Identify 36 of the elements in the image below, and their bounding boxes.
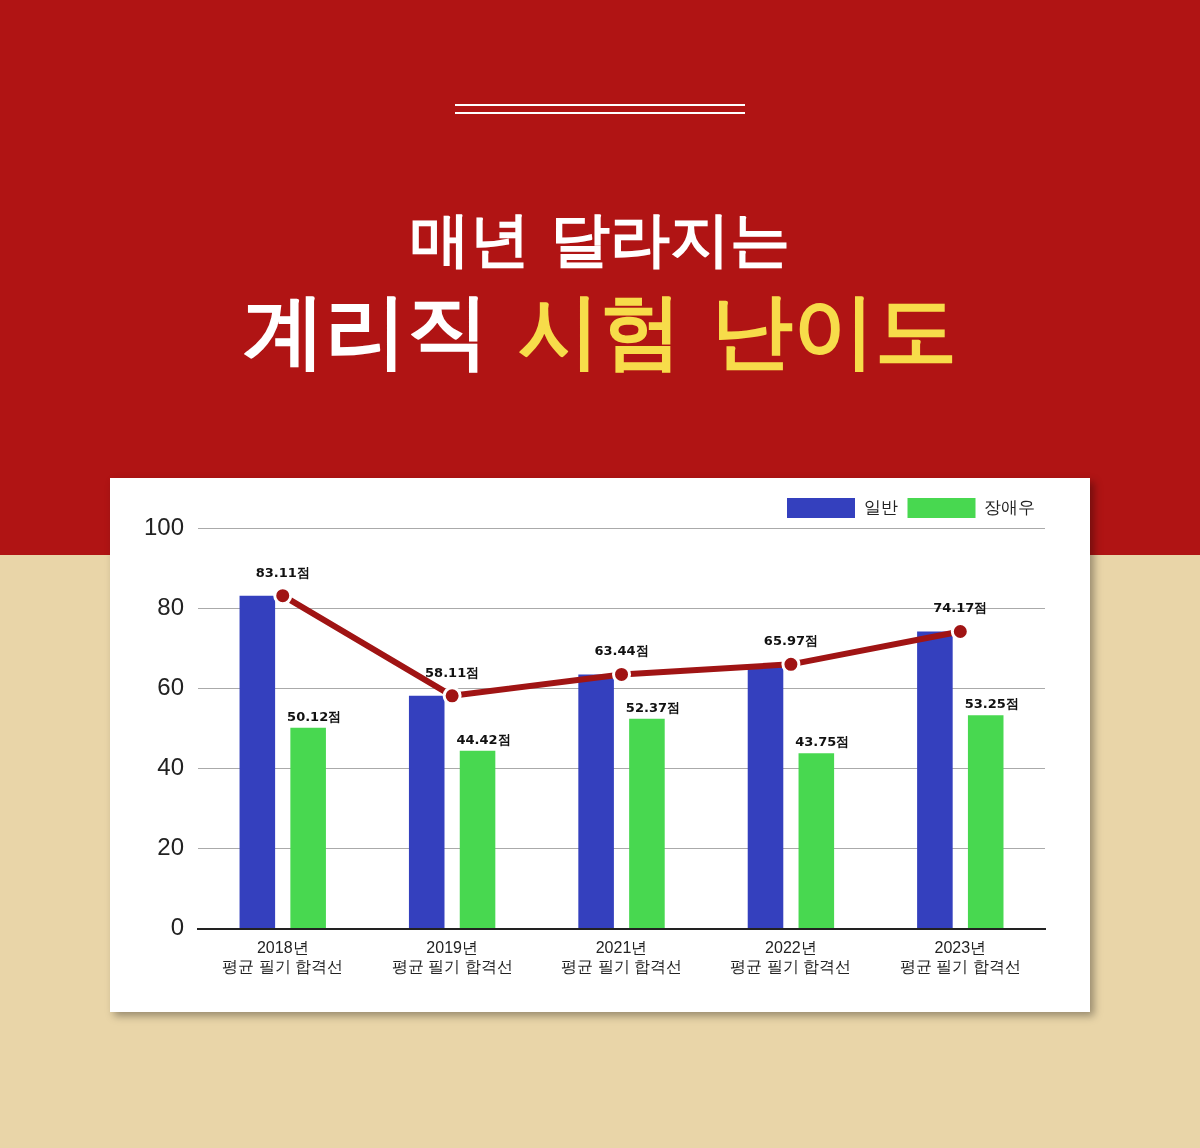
data-label: 43.75점 (795, 734, 850, 750)
bar (629, 718, 665, 929)
bar (408, 695, 445, 929)
x-tick-label: 2022년 평균 필기 합격선 (730, 938, 852, 975)
y-tick-label: 60 (157, 672, 185, 700)
chart-title: 매년 달라지는 계리직 시험 난이도 (242, 203, 958, 378)
legend-label: 장애우 (984, 497, 1035, 517)
data-label: 83.11점 (255, 564, 310, 580)
bar (967, 715, 1004, 929)
x-tick-label: 2019년 평균 필기 합격선 (391, 938, 513, 975)
point (273, 586, 293, 606)
bar (239, 595, 276, 929)
bar (290, 727, 326, 929)
data-label: 63.44점 (594, 643, 649, 659)
x-tick-label: 2021년 평균 필기 합격선 (561, 938, 682, 975)
bar (459, 750, 496, 929)
data-label: 74.17점 (933, 600, 988, 616)
y-tick-label: 40 (157, 752, 185, 780)
bar (917, 631, 953, 929)
point (442, 686, 462, 706)
y-tick-label: 80 (157, 592, 185, 620)
point (781, 654, 801, 674)
x-tick-label: 2023년 평균 필기 합격선 (899, 938, 1021, 975)
data-label: 50.12점 (287, 708, 342, 724)
legend-label: 일반 (863, 497, 898, 517)
y-tick-label: 20 (157, 833, 185, 861)
data-label: 53.25점 (964, 696, 1019, 712)
y-tick-label: 100 (144, 512, 185, 540)
bar (798, 753, 835, 929)
data-label: 58.11점 (425, 664, 480, 680)
data-label: 52.37점 (625, 699, 680, 715)
x-tick-label: 2018년 평균 필기 합격선 (222, 938, 344, 975)
y-tick-label: 0 (170, 913, 185, 941)
bar (578, 674, 614, 929)
data-label: 44.42점 (456, 731, 511, 747)
data-label: 65.97점 (763, 633, 818, 649)
